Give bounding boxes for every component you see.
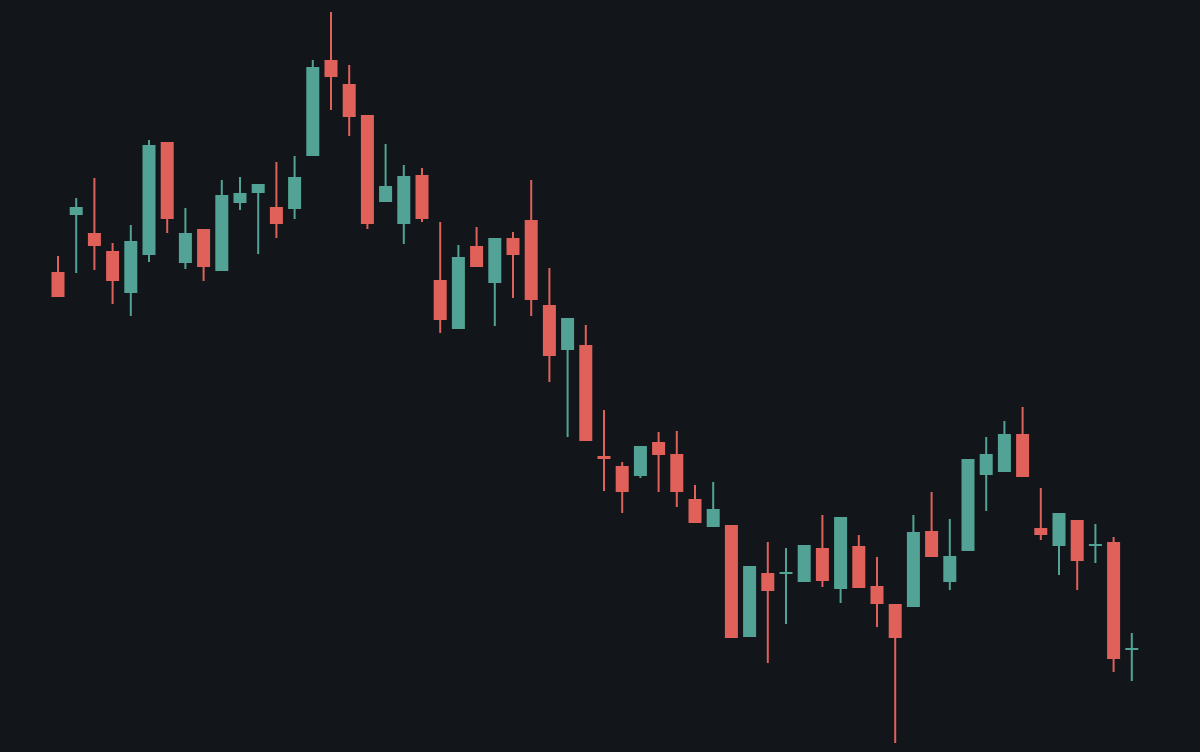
candle-body xyxy=(379,186,393,202)
candle-body xyxy=(997,434,1011,472)
candle-body xyxy=(688,499,702,523)
candle-body xyxy=(724,525,738,638)
candle-body xyxy=(1016,434,1030,477)
candle-body xyxy=(51,272,65,297)
candle-body xyxy=(360,115,374,224)
candle-body xyxy=(451,257,465,329)
candle-body xyxy=(888,604,902,638)
candle-body xyxy=(106,251,120,281)
candle-body xyxy=(870,586,884,604)
candle-body xyxy=(488,238,502,283)
candle-body xyxy=(1088,544,1102,546)
candle-body xyxy=(506,238,520,255)
candle-body xyxy=(178,233,192,263)
candle-body xyxy=(433,280,447,320)
candle-body xyxy=(1107,542,1121,659)
candle-body xyxy=(470,246,484,267)
candle-body xyxy=(761,573,775,591)
candle-body xyxy=(415,175,429,219)
candle-body xyxy=(1070,520,1084,561)
candle-body xyxy=(324,60,338,77)
candle-body xyxy=(706,509,720,527)
candle-body xyxy=(797,545,811,582)
candle-body xyxy=(1125,648,1139,650)
candle-body xyxy=(288,177,302,209)
candle-body xyxy=(397,176,411,224)
candle-body xyxy=(943,556,957,582)
candle-body xyxy=(1052,513,1066,546)
candle-body xyxy=(670,454,684,492)
candle-body xyxy=(197,229,211,267)
candle-body xyxy=(160,142,174,219)
candle-body xyxy=(524,220,538,300)
candle-body xyxy=(542,305,556,356)
candle-body xyxy=(342,84,356,117)
candle-body xyxy=(834,517,848,589)
candle-body xyxy=(251,184,265,193)
candle-body xyxy=(215,195,229,271)
candle-body xyxy=(597,456,611,459)
candle-body xyxy=(233,193,247,203)
candle-body xyxy=(306,67,320,156)
candle-body xyxy=(124,241,138,293)
candle-body xyxy=(852,546,866,588)
candle-body xyxy=(906,532,920,607)
candle-body xyxy=(615,466,629,492)
candle-body xyxy=(142,145,156,255)
candle-body xyxy=(961,459,975,551)
candle-body xyxy=(743,566,757,637)
candle-body xyxy=(561,318,575,350)
candle-body xyxy=(979,454,993,475)
candle-body xyxy=(87,233,101,246)
candle-body xyxy=(1034,528,1048,535)
candle-body xyxy=(779,572,793,574)
candle-body xyxy=(69,207,83,215)
candle-body xyxy=(579,345,593,441)
candle-body xyxy=(925,531,939,557)
candle-body xyxy=(269,207,283,224)
candle-body xyxy=(633,446,647,476)
candle-body xyxy=(652,442,666,455)
candle-body xyxy=(815,548,829,581)
